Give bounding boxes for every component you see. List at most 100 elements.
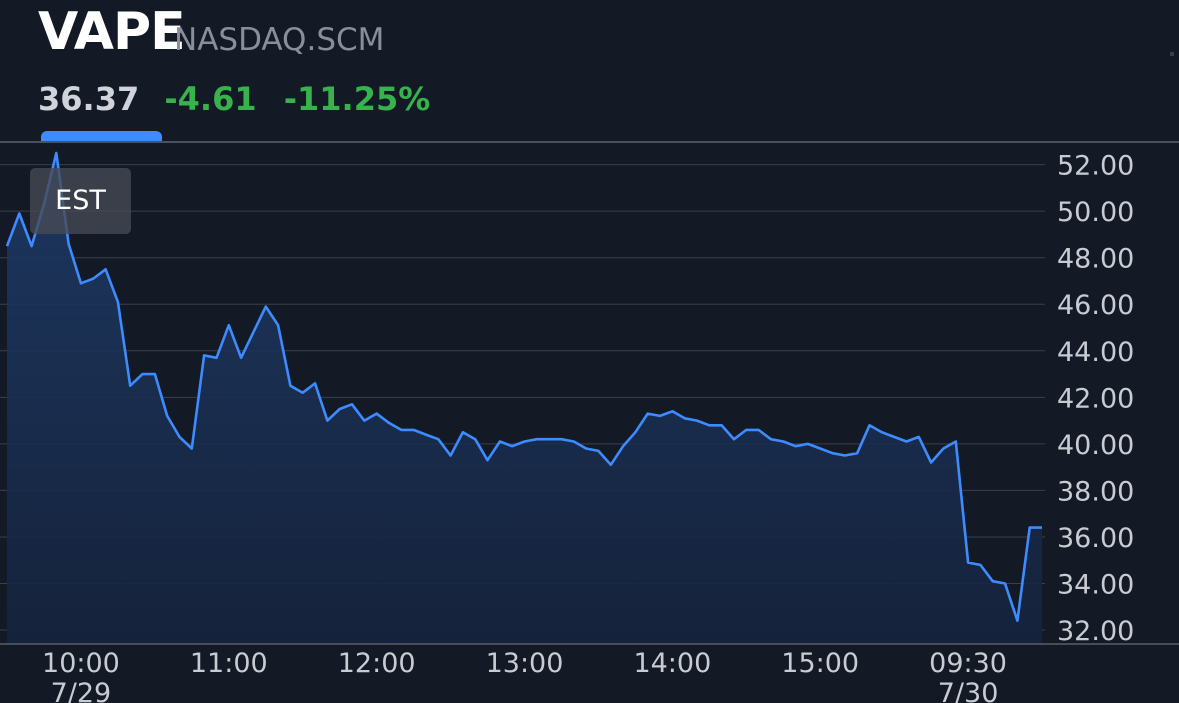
data-point bbox=[584, 447, 588, 451]
data-point bbox=[313, 381, 317, 385]
y-tick-label: 52.00 bbox=[1057, 151, 1134, 182]
data-point bbox=[769, 437, 773, 441]
data-point bbox=[227, 323, 231, 327]
data-point bbox=[461, 430, 465, 434]
data-point bbox=[991, 579, 995, 583]
quote-line: 36.37 -4.61 -11.25% bbox=[38, 80, 430, 118]
y-tick-label: 46.00 bbox=[1057, 290, 1134, 321]
data-point bbox=[794, 444, 798, 448]
x-tick-label: 14:00 bbox=[633, 648, 711, 679]
data-point bbox=[325, 419, 329, 423]
data-point bbox=[855, 451, 859, 455]
price-change: -4.61 bbox=[164, 80, 257, 118]
price-change-percent: -11.25% bbox=[283, 80, 431, 118]
data-point bbox=[79, 281, 83, 285]
data-point bbox=[757, 428, 761, 432]
data-point bbox=[1015, 619, 1019, 623]
data-point bbox=[54, 151, 58, 155]
y-tick-label: 40.00 bbox=[1057, 430, 1134, 461]
y-tick-label: 36.00 bbox=[1057, 523, 1134, 554]
data-point bbox=[941, 447, 945, 451]
data-point bbox=[843, 454, 847, 458]
x-tick-label: 15:00 bbox=[781, 648, 859, 679]
x-axis: 10:007/29 11:00 12:00 13:00 14:00 15:00 09:307… bbox=[42, 648, 1007, 703]
x-tick-date-label: 7/29 bbox=[51, 678, 112, 703]
data-point bbox=[178, 435, 182, 439]
data-point bbox=[596, 449, 600, 453]
x-tick-date-label: 7/30 bbox=[938, 678, 999, 703]
data-point bbox=[387, 421, 391, 425]
quote-header: VAPE NASDAQ.SCM 36.37 -4.61 -11.25% bbox=[0, 0, 1179, 143]
y-tick-label: 32.00 bbox=[1057, 616, 1134, 647]
timezone-badge[interactable]: EST bbox=[30, 168, 131, 234]
data-point bbox=[276, 323, 280, 327]
data-point bbox=[251, 330, 255, 334]
data-point bbox=[523, 440, 527, 444]
data-point bbox=[350, 402, 354, 406]
price-area-fill bbox=[7, 153, 1042, 644]
data-point bbox=[436, 437, 440, 441]
data-point bbox=[806, 442, 810, 446]
x-tick-label: 09:30 bbox=[929, 648, 1007, 679]
data-point bbox=[547, 437, 551, 441]
data-point bbox=[116, 300, 120, 304]
data-point bbox=[535, 437, 539, 441]
y-tick-label: 44.00 bbox=[1057, 337, 1134, 368]
data-point bbox=[732, 437, 736, 441]
data-point bbox=[1028, 526, 1032, 530]
data-point bbox=[1040, 526, 1044, 530]
data-point bbox=[720, 423, 724, 427]
x-tick-label: 13:00 bbox=[486, 648, 564, 679]
data-point bbox=[621, 444, 625, 448]
header-divider bbox=[0, 141, 1179, 143]
data-point bbox=[572, 440, 576, 444]
data-point bbox=[510, 444, 514, 448]
data-point bbox=[892, 435, 896, 439]
data-point bbox=[695, 419, 699, 423]
data-point bbox=[917, 435, 921, 439]
last-price: 36.37 bbox=[38, 80, 140, 118]
data-point bbox=[781, 440, 785, 444]
x-tick-label: 12:00 bbox=[338, 648, 416, 679]
data-point bbox=[104, 267, 108, 271]
data-point bbox=[929, 460, 933, 464]
data-point bbox=[473, 437, 477, 441]
data-point bbox=[978, 563, 982, 567]
data-point bbox=[338, 407, 342, 411]
data-point bbox=[646, 412, 650, 416]
data-point bbox=[375, 412, 379, 416]
data-point bbox=[301, 391, 305, 395]
y-axis: 52.00 50.00 48.00 46.00 44.00 42.00 40.00 38.00… bbox=[1057, 151, 1134, 647]
scroll-marker bbox=[1170, 52, 1174, 56]
data-point bbox=[91, 277, 95, 281]
y-tick-label: 42.00 bbox=[1057, 383, 1134, 414]
ticker-symbol: VAPE bbox=[38, 2, 186, 62]
data-point bbox=[880, 430, 884, 434]
data-point bbox=[966, 561, 970, 565]
data-point bbox=[399, 428, 403, 432]
data-point bbox=[190, 447, 194, 451]
data-point bbox=[904, 440, 908, 444]
data-point bbox=[670, 409, 674, 413]
data-point bbox=[67, 242, 71, 246]
data-point bbox=[17, 211, 21, 215]
data-point bbox=[868, 423, 872, 427]
data-point bbox=[559, 437, 563, 441]
data-point bbox=[202, 353, 206, 357]
data-point bbox=[239, 356, 243, 360]
data-point bbox=[214, 356, 218, 360]
price-line bbox=[5, 151, 1042, 622]
data-point bbox=[424, 433, 428, 437]
data-point bbox=[288, 384, 292, 388]
exchange-name: NASDAQ.SCM bbox=[174, 22, 385, 58]
data-point bbox=[707, 423, 711, 427]
data-point bbox=[5, 244, 9, 248]
y-tick-label: 34.00 bbox=[1057, 569, 1134, 600]
data-point bbox=[609, 463, 613, 467]
active-tab-indicator[interactable] bbox=[41, 131, 162, 141]
data-point bbox=[954, 440, 958, 444]
data-point bbox=[412, 428, 416, 432]
data-point bbox=[449, 454, 453, 458]
data-point bbox=[633, 430, 637, 434]
